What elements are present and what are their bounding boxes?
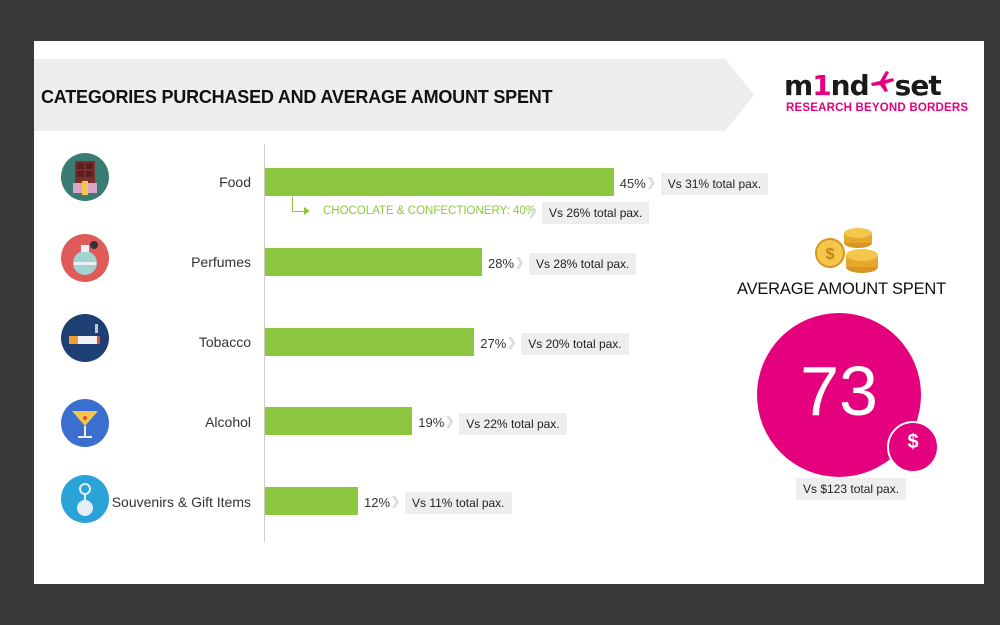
chocolate-icon <box>61 153 109 201</box>
chevron-right-icon <box>647 177 655 189</box>
comparison-souvenirs: Vs 11% total pax. <box>405 492 512 514</box>
value-label-souvenirs: 12% <box>364 495 391 510</box>
value-label-food: 45% <box>619 176 646 191</box>
category-label-alcohol: Alcohol <box>205 414 251 430</box>
comparison-food: Vs 31% total pax. <box>660 173 769 195</box>
category-label-food: Food <box>219 174 251 190</box>
chart-axis-line <box>264 144 265 542</box>
sub-category-comparison: Vs 26% total pax. <box>542 202 650 224</box>
sub-category-arrow <box>292 197 305 212</box>
comparison-perfumes: Vs 28% total pax. <box>529 253 637 275</box>
perfume-icon <box>61 234 109 282</box>
plane-icon <box>870 71 894 92</box>
title-band <box>34 59 754 131</box>
logo-wordmark: m1nd set <box>784 69 942 102</box>
cigarette-icon <box>61 314 109 362</box>
bar-tobacco <box>265 328 475 356</box>
category-label-perfumes: Perfumes <box>191 254 251 270</box>
category-label-souvenirs: Souvenirs & Gift Items <box>111 494 251 510</box>
comparison-tobacco: Vs 20% total pax. <box>521 333 629 355</box>
bar-perfumes <box>265 248 482 276</box>
comparison-alcohol: Vs 22% total pax. <box>459 413 567 435</box>
cocktail-icon <box>61 399 109 447</box>
value-label-tobacco: 27% <box>480 336 507 351</box>
sub-category-arrowhead <box>304 207 310 215</box>
value-label-perfumes: 28% <box>488 256 515 271</box>
average-title: AVERAGE AMOUNT SPENT <box>736 280 947 298</box>
average-value: 73 <box>800 352 878 430</box>
sub-category-label: CHOCOLATE & CONFECTIONERY: 40% <box>323 205 537 217</box>
bar-alcohol <box>265 407 413 435</box>
bar-food <box>265 168 614 196</box>
coins-icon: $ <box>815 228 878 273</box>
svg-text:$: $ <box>826 246 835 263</box>
chevron-right-icon <box>508 337 516 349</box>
value-label-alcohol: 19% <box>418 415 445 430</box>
chevron-right-icon <box>516 257 523 269</box>
currency-symbol: $ <box>907 431 919 453</box>
page-title: CATEGORIES PURCHASED AND AVERAGE AMOUNT … <box>41 87 553 107</box>
bar-souvenirs <box>265 487 358 515</box>
chevron-right-icon <box>392 496 399 508</box>
slide: CATEGORIES PURCHASED AND AVERAGE AMOUNT … <box>34 41 984 584</box>
category-label-tobacco: Tobacco <box>198 334 251 350</box>
keychain-icon <box>61 475 109 523</box>
chevron-right-icon <box>446 416 454 428</box>
average-comparison: Vs $123 total pax. <box>796 478 907 500</box>
logo: m1nd set RESEARCH BEYOND BORDERS <box>784 69 968 119</box>
logo-tagline: RESEARCH BEYOND BORDERS <box>786 102 969 114</box>
currency-badge <box>887 421 939 473</box>
